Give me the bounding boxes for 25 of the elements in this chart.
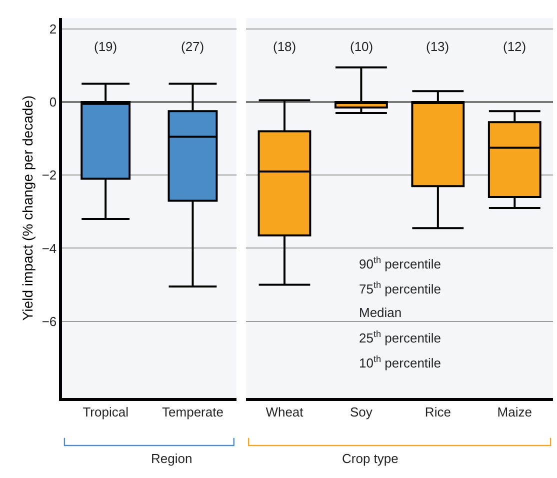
y-tick-label: −4: [42, 240, 57, 256]
annotation: (27): [181, 39, 204, 54]
y-tick-label: −2: [42, 168, 57, 183]
x-axis-title: Region: [151, 451, 192, 466]
y-tick-label: −6: [42, 314, 57, 329]
annotation: (10): [350, 39, 374, 54]
x-tick-label: Temperate: [162, 404, 224, 420]
x-tick-label: Soy: [350, 404, 373, 420]
annotation: (19): [94, 39, 118, 54]
x-tick-label: Maize: [497, 404, 532, 420]
x-tick-label: Tropical: [82, 404, 129, 420]
annotation: (18): [273, 39, 296, 54]
y-tick-label: 0: [49, 94, 57, 110]
x-tick-label: Rice: [424, 404, 451, 420]
x-axis-title: Crop type: [342, 451, 398, 466]
annotation: 90$^{th}$ percentile: [359, 255, 442, 272]
y-tick-label: 2: [49, 22, 57, 37]
annotation: (12): [503, 39, 526, 54]
annotation: 25$^{th}$ percentile: [359, 329, 442, 346]
annotation: 75$^{th}$ percentile: [359, 280, 442, 296]
x-tick-label: Wheat: [266, 404, 304, 420]
annotation: (13): [426, 39, 450, 54]
y-axis-title: Yield impact (% change per decade): [19, 95, 36, 321]
annotation: Median: [359, 305, 402, 320]
annotation: 10$^{th}$ percentile: [359, 354, 442, 370]
